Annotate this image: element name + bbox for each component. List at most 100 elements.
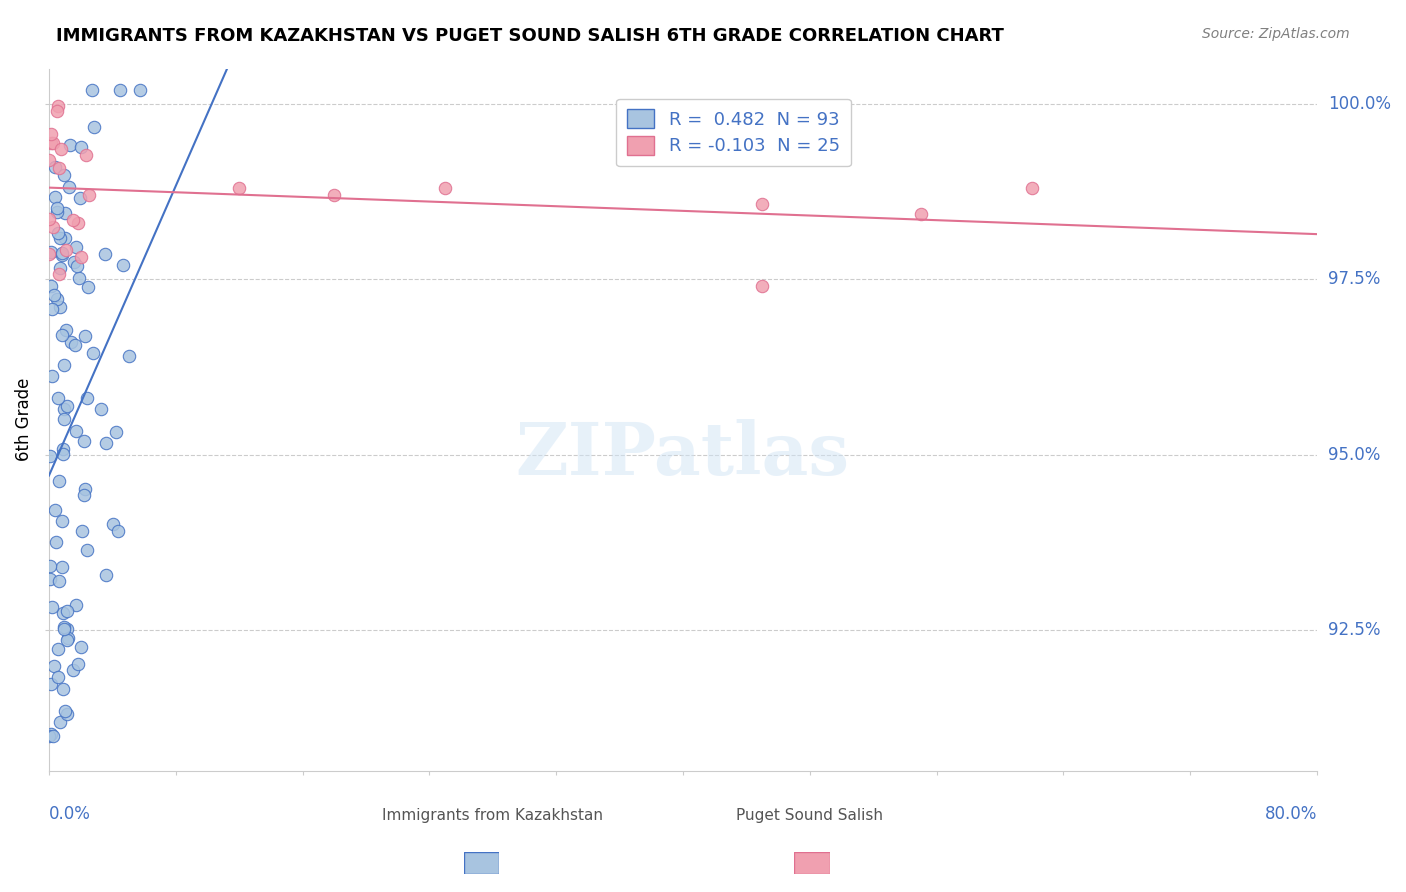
Text: 95.0%: 95.0% xyxy=(1329,446,1381,464)
Point xyxy=(52,623,75,637)
Point xyxy=(51,514,73,528)
Point xyxy=(73,328,96,343)
Point xyxy=(39,677,62,691)
Point xyxy=(42,136,65,151)
Point xyxy=(118,349,141,363)
Point xyxy=(55,399,77,413)
Point xyxy=(38,247,60,261)
Point xyxy=(45,535,67,549)
Point xyxy=(48,574,70,588)
Point xyxy=(67,657,90,671)
Point xyxy=(65,240,87,254)
Point xyxy=(111,258,134,272)
Point xyxy=(52,681,75,696)
Point xyxy=(44,288,66,302)
Point xyxy=(58,179,80,194)
Point xyxy=(39,136,62,150)
Point xyxy=(323,188,346,202)
Text: 92.5%: 92.5% xyxy=(1329,622,1381,640)
Point xyxy=(42,219,65,234)
Point xyxy=(434,181,457,195)
Point xyxy=(39,278,62,293)
Point xyxy=(56,622,79,636)
Point xyxy=(62,663,84,677)
Point xyxy=(46,641,69,656)
Point xyxy=(70,524,93,538)
Point xyxy=(49,142,72,156)
Point xyxy=(46,391,69,405)
Point xyxy=(46,227,69,241)
Point xyxy=(39,245,62,260)
Point xyxy=(107,524,129,539)
Point xyxy=(39,572,62,586)
Point xyxy=(82,346,104,360)
Point xyxy=(52,359,75,373)
Point xyxy=(49,260,72,275)
Point xyxy=(48,475,70,489)
Point xyxy=(41,599,63,614)
Point xyxy=(751,279,773,293)
Point xyxy=(52,411,75,425)
Text: Puget Sound Salish: Puget Sound Salish xyxy=(737,808,883,823)
Point xyxy=(51,245,73,260)
Point xyxy=(101,516,124,531)
Point xyxy=(51,560,73,574)
Point xyxy=(55,633,77,648)
Point xyxy=(39,128,62,142)
Point xyxy=(49,300,72,314)
Point xyxy=(67,216,90,230)
Point xyxy=(55,604,77,618)
Point xyxy=(51,328,73,343)
Text: 80.0%: 80.0% xyxy=(1264,805,1317,823)
Point xyxy=(76,543,98,558)
Point xyxy=(128,82,150,96)
Point xyxy=(751,197,773,211)
Text: 0.0%: 0.0% xyxy=(49,805,91,823)
Point xyxy=(228,181,250,195)
Point xyxy=(83,120,105,135)
Point xyxy=(82,82,104,96)
Point xyxy=(73,488,96,502)
Point xyxy=(59,137,82,152)
Point xyxy=(51,247,73,261)
Point xyxy=(76,279,98,293)
Point xyxy=(46,103,69,118)
Point xyxy=(44,190,66,204)
Point xyxy=(73,434,96,448)
Point xyxy=(55,707,77,722)
Y-axis label: 6th Grade: 6th Grade xyxy=(15,378,32,461)
Point xyxy=(42,729,65,743)
Point xyxy=(53,206,76,220)
Text: IMMIGRANTS FROM KAZAKHSTAN VS PUGET SOUND SALISH 6TH GRADE CORRELATION CHART: IMMIGRANTS FROM KAZAKHSTAN VS PUGET SOUN… xyxy=(56,27,1004,45)
Point xyxy=(44,503,66,517)
Point xyxy=(69,191,91,205)
Point xyxy=(38,211,60,226)
Point xyxy=(52,442,75,456)
Point xyxy=(46,292,69,306)
Point xyxy=(104,425,127,439)
Point xyxy=(910,207,932,221)
Point xyxy=(48,267,70,281)
Point xyxy=(94,568,117,582)
Point xyxy=(65,424,87,438)
Point xyxy=(55,323,77,337)
Point xyxy=(52,606,75,620)
Point xyxy=(41,369,63,384)
Point xyxy=(41,302,63,317)
Text: ZIPatlas: ZIPatlas xyxy=(516,419,851,491)
Point xyxy=(38,449,60,463)
Point xyxy=(39,559,62,574)
Point xyxy=(52,448,75,462)
Point xyxy=(73,482,96,496)
Point xyxy=(70,140,93,154)
Point xyxy=(63,255,86,269)
Point xyxy=(56,631,79,645)
Text: Immigrants from Kazakhstan: Immigrants from Kazakhstan xyxy=(382,808,603,823)
Point xyxy=(94,435,117,450)
Point xyxy=(45,204,67,219)
Point xyxy=(67,270,90,285)
Point xyxy=(39,727,62,741)
Point xyxy=(53,402,76,417)
Point xyxy=(69,251,91,265)
Point xyxy=(94,247,117,261)
